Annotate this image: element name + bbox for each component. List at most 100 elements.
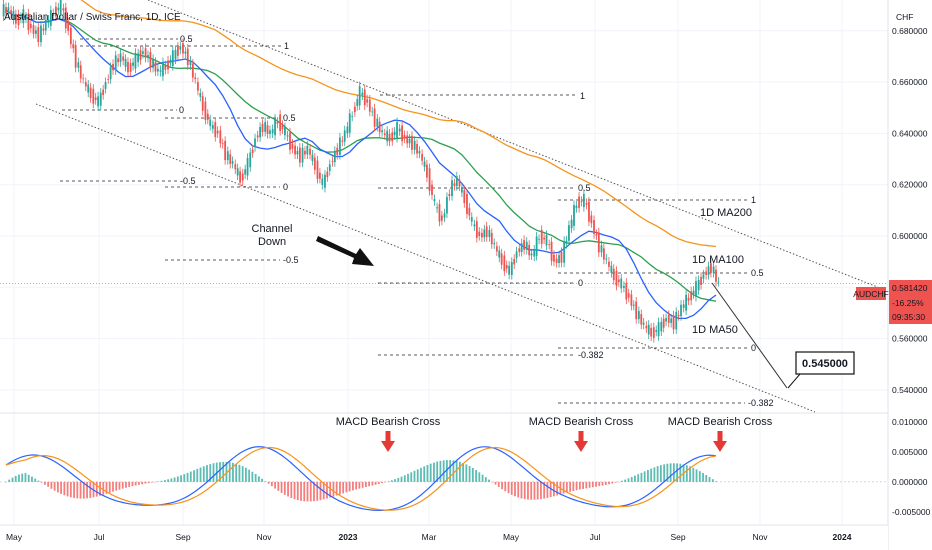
macd-histogram-bar: [478, 472, 481, 482]
macd-histogram-bar: [517, 481, 520, 498]
macd-histogram-bar: [131, 481, 134, 487]
macd-histogram-bar: [102, 481, 105, 495]
macd-histogram-bar: [222, 461, 225, 482]
candle-body: [478, 231, 481, 236]
macd-histogram-bar: [397, 477, 400, 482]
candle-body: [411, 135, 413, 150]
candle-body: [224, 140, 227, 161]
candle-body: [525, 241, 528, 250]
macd-histogram-bar: [144, 481, 147, 484]
target-label: 0.545000: [802, 358, 848, 370]
candle-body: [528, 244, 531, 256]
candle-body: [443, 213, 446, 218]
candle-body: [403, 135, 406, 139]
candle-body: [197, 82, 199, 91]
macd-histogram-bar: [313, 481, 315, 502]
candle-body: [500, 253, 503, 265]
macd-histogram-bar: [552, 481, 555, 497]
macd-histogram-bar: [361, 481, 364, 488]
macd-cross-arrow-shaft: [385, 431, 391, 441]
candle-body: [381, 130, 383, 133]
candle-body: [182, 43, 184, 54]
macd-histogram-bar: [254, 473, 257, 482]
macd-histogram-bar: [410, 472, 413, 482]
candle-body: [538, 239, 540, 240]
candle-body: [615, 270, 618, 286]
candle-body: [431, 184, 433, 195]
macd-histogram-bar: [514, 481, 516, 497]
price-axis-background: [888, 0, 932, 550]
candle-body: [149, 51, 152, 68]
price-tick-label: 0.660000: [892, 77, 928, 87]
macd-histogram-bar: [5, 481, 7, 483]
candle-body: [540, 229, 543, 244]
candle-body: [588, 201, 590, 222]
macd-histogram-bar: [180, 475, 182, 482]
candle-body: [72, 44, 75, 49]
candle-body: [211, 125, 214, 129]
candle-body: [665, 318, 667, 322]
candle-body: [413, 140, 416, 150]
candle-body: [473, 224, 476, 227]
candle-body: [114, 55, 117, 71]
candle-body: [498, 250, 501, 258]
ma-label: 1D MA50: [692, 324, 738, 336]
candle-body: [702, 274, 705, 279]
candle-body: [201, 96, 204, 111]
macd-histogram-bar: [248, 469, 251, 482]
candle-body: [179, 46, 182, 50]
macd-histogram-bar: [8, 479, 11, 482]
macd-histogram-bar: [287, 481, 289, 497]
candle-body: [316, 160, 319, 179]
macd-histogram-bar: [520, 481, 523, 499]
candle-body: [655, 330, 658, 332]
candle-body: [254, 138, 256, 148]
candle-body: [276, 121, 279, 124]
fib-level-label: 0.5: [283, 113, 296, 123]
candle-body: [204, 101, 207, 120]
macd-histogram-bar: [507, 481, 510, 494]
macd-histogram-bar: [455, 460, 458, 482]
candle-body: [231, 161, 234, 164]
macd-histogram-bar: [225, 461, 228, 482]
candle-body: [391, 132, 394, 142]
candle-body: [560, 252, 563, 263]
candle-body: [578, 196, 580, 208]
macd-histogram-bar: [698, 471, 701, 482]
candle-body: [324, 174, 326, 188]
macd-histogram-bar: [183, 474, 186, 482]
candle-body: [341, 140, 344, 142]
macd-histogram-bar: [374, 481, 377, 485]
candle-body: [117, 58, 120, 63]
symbol-label: AUDCHF: [853, 289, 888, 299]
candle-body: [570, 219, 573, 229]
candle-body: [351, 115, 354, 117]
macd-histogram-bar: [34, 478, 37, 482]
fib-level-label: 0: [751, 343, 756, 353]
candle-body: [189, 60, 192, 66]
macd-cross-arrow-head: [381, 441, 395, 452]
candle-body: [256, 135, 259, 138]
candle-body: [97, 96, 99, 107]
candle-body: [306, 145, 309, 155]
macd-histogram-bar: [47, 481, 50, 487]
macd-histogram-bar: [219, 462, 221, 482]
candle-body: [59, 0, 62, 14]
macd-histogram-bar: [501, 481, 503, 490]
candle-body: [49, 10, 52, 26]
macd-histogram-bar: [206, 465, 208, 482]
macd-histogram-bar: [89, 481, 92, 498]
candle-body: [530, 253, 533, 256]
candle-body: [333, 150, 336, 163]
time-axis-background: [0, 525, 888, 550]
candle-body: [371, 111, 374, 113]
candle-body: [401, 125, 404, 142]
macd-histogram-bar: [413, 470, 416, 482]
candle-body: [7, 7, 10, 14]
candle-body: [74, 45, 77, 68]
candle-body: [677, 315, 680, 317]
candle-body: [269, 130, 271, 134]
macd-histogram-bar: [245, 467, 247, 482]
price-tick-label: 0.680000: [892, 26, 928, 36]
macd-histogram-bar: [627, 478, 630, 482]
